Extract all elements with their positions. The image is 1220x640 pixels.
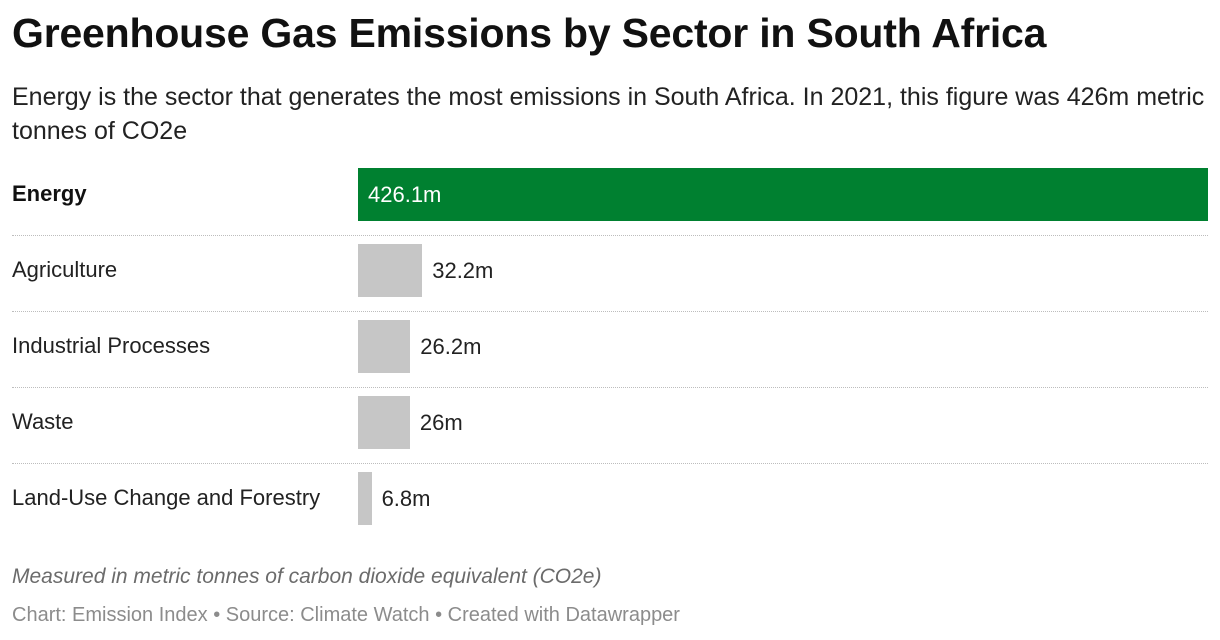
chart-row: Industrial Processes 26.2m	[0, 312, 1220, 388]
value-label: 32.2m	[432, 258, 494, 283]
value-label: 26m	[419, 410, 463, 435]
category-label: Energy	[12, 181, 87, 206]
value-label: 426.1m	[368, 182, 442, 207]
chart-row: Land-Use Change and Forestry 6.8m	[0, 464, 1220, 540]
value-label: 6.8m	[381, 486, 431, 511]
category-label: Waste	[12, 409, 74, 434]
row-divider	[12, 311, 1208, 312]
row-divider	[12, 463, 1208, 464]
bar	[358, 320, 411, 373]
bar-chart: Energy 426.1m Agriculture 32.2m Industrial P…	[0, 160, 1220, 540]
chart-notes: Measured in metric tonnes of carbon diox…	[12, 565, 602, 588]
bar	[358, 396, 410, 449]
chart-subtitle: Energy is the sector that generates the …	[12, 83, 1205, 145]
value-label: 26.2m	[420, 334, 482, 359]
chart-title: Greenhouse Gas Emissions by Sector in So…	[12, 10, 1047, 56]
bar	[358, 244, 423, 297]
row-divider	[12, 235, 1208, 236]
bar	[358, 472, 372, 525]
category-label: Industrial Processes	[12, 333, 211, 358]
chart-credits: Chart: Emission Index • Source: Climate …	[12, 604, 680, 626]
category-label: Land-Use Change and Forestry	[12, 485, 321, 510]
row-divider	[12, 387, 1208, 388]
chart-row: Energy 426.1m	[0, 160, 1220, 236]
category-label: Agriculture	[12, 257, 118, 282]
chart-row: Agriculture 32.2m	[0, 236, 1220, 312]
chart-row: Waste 26m	[0, 388, 1220, 464]
bar	[358, 168, 1208, 221]
